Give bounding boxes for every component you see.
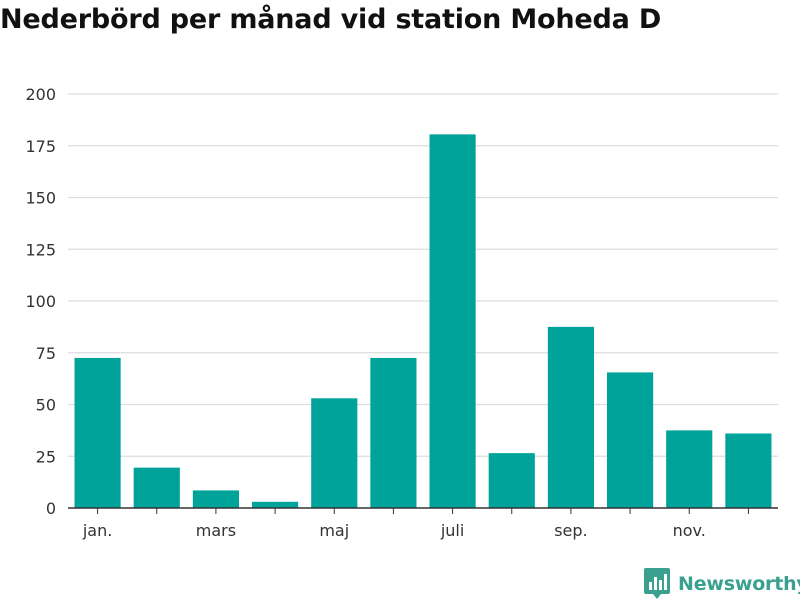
bar-feb.[interactable] <box>133 467 180 508</box>
y-tick-label-175: 175 <box>25 137 56 156</box>
chart-title: Nederbörd per månad vid station Moheda D <box>0 4 662 35</box>
x-tick-label-nov.: nov. <box>673 521 706 540</box>
bar-juli[interactable] <box>429 134 476 508</box>
x-tick-label-sep.: sep. <box>554 521 587 540</box>
x-tick-label-maj: maj <box>319 521 349 540</box>
bar-nov.[interactable] <box>666 430 713 509</box>
y-tick-label-50: 50 <box>36 396 56 415</box>
y-tick-label-25: 25 <box>36 447 56 466</box>
y-tick-label-75: 75 <box>36 344 56 363</box>
bar-jan.[interactable] <box>74 357 121 508</box>
y-axis-tick-labels: 0 25 50 75 100 125 150 175 200 <box>25 85 56 518</box>
y-tick-label-0: 0 <box>46 499 56 518</box>
newsworthy-logo-text: Newsworthy <box>678 573 800 595</box>
y-tick-label-200: 200 <box>25 85 56 104</box>
bar-dec.[interactable] <box>725 433 772 508</box>
x-tick-label-juli: juli <box>440 521 464 540</box>
bars <box>74 134 772 509</box>
newsworthy-logo[interactable]: Newsworthy <box>644 568 800 600</box>
x-tick-label-jan.: jan. <box>82 521 112 540</box>
x-axis-tick-labels: jan. mars maj juli sep. nov. <box>82 521 706 540</box>
bar-sep.[interactable] <box>547 326 594 509</box>
gridlines <box>68 93 778 457</box>
y-tick-label-125: 125 <box>25 240 56 259</box>
x-tick-label-mars: mars <box>196 521 236 540</box>
y-tick-label-100: 100 <box>25 292 56 311</box>
bar-aug.[interactable] <box>488 453 535 508</box>
bar-okt.[interactable] <box>607 372 654 508</box>
bar-maj[interactable] <box>311 398 358 508</box>
bar-juni[interactable] <box>370 357 417 508</box>
x-axis <box>68 507 778 514</box>
bar-apr.[interactable] <box>252 501 299 508</box>
newsworthy-logo-icon <box>644 568 670 599</box>
bar-mars[interactable] <box>192 490 239 508</box>
y-tick-label-150: 150 <box>25 189 56 208</box>
